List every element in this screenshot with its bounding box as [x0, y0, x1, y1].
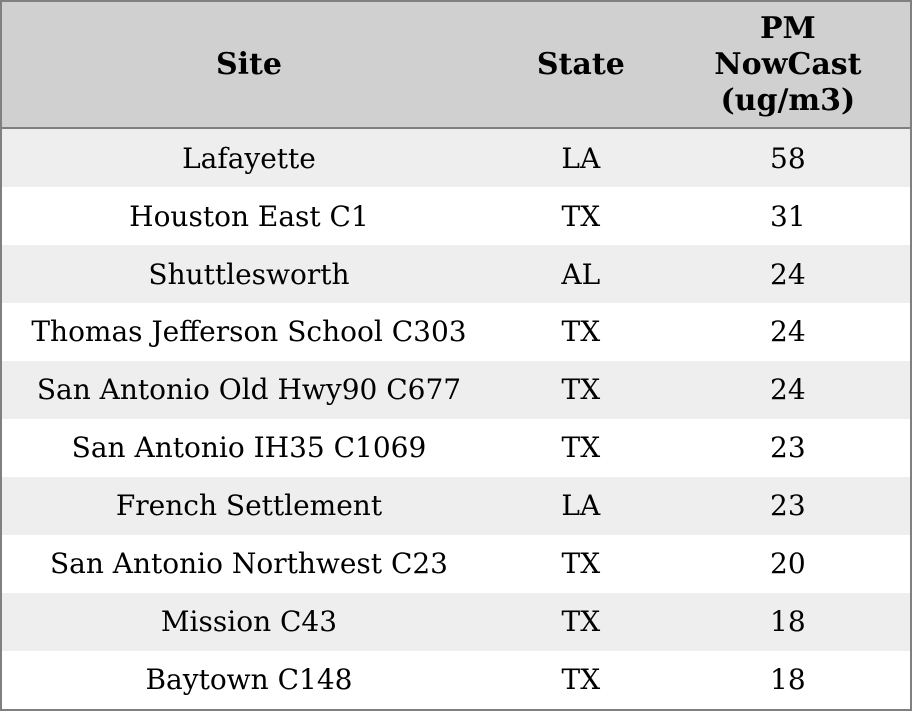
- pm-nowcast-cell: 31: [665, 187, 910, 246]
- state-cell: TX: [495, 592, 666, 651]
- pm-nowcast-cell: 24: [665, 245, 910, 303]
- state-cell: TX: [495, 187, 666, 246]
- table-body: Lafayette LA 58 Houston East C1 TX 31 Sh…: [2, 128, 910, 709]
- state-cell: TX: [495, 534, 666, 593]
- pm-nowcast-cell: 24: [665, 303, 910, 361]
- column-header-site: Site: [2, 2, 496, 129]
- pm-nowcast-cell: 58: [665, 128, 910, 188]
- table-row: Shuttlesworth AL 24: [2, 245, 910, 303]
- column-header-pm-nowcast: PM NowCast (ug/m3): [665, 2, 910, 129]
- site-cell: Shuttlesworth: [2, 245, 496, 303]
- table-row: Mission C43 TX 18: [2, 592, 910, 651]
- site-cell: Mission C43: [2, 592, 496, 651]
- table-row: French Settlement LA 23: [2, 476, 910, 535]
- table-row: Baytown C148 TX 18: [2, 650, 910, 709]
- state-cell: TX: [495, 418, 666, 477]
- table-header: Site State PM NowCast (ug/m3): [2, 2, 910, 129]
- column-header-state: State: [495, 2, 666, 129]
- table-row: San Antonio Northwest C23 TX 20: [2, 534, 910, 593]
- site-cell: French Settlement: [2, 476, 496, 535]
- site-cell: Baytown C148: [2, 650, 496, 709]
- state-cell: AL: [495, 245, 666, 303]
- header-row: Site State PM NowCast (ug/m3): [2, 2, 910, 129]
- site-cell: Thomas Jefferson School C303: [2, 303, 496, 361]
- state-cell: TX: [495, 650, 666, 709]
- pm-nowcast-cell: 18: [665, 592, 910, 651]
- site-cell: San Antonio Old Hwy90 C677: [2, 360, 496, 419]
- site-cell: Lafayette: [2, 128, 496, 188]
- table-row: Houston East C1 TX 31: [2, 187, 910, 246]
- table-row: San Antonio IH35 C1069 TX 23: [2, 418, 910, 477]
- table-row: Thomas Jefferson School C303 TX 24: [2, 303, 910, 361]
- state-cell: TX: [495, 303, 666, 361]
- site-cell: San Antonio Northwest C23: [2, 534, 496, 593]
- state-cell: TX: [495, 360, 666, 419]
- table-row: San Antonio Old Hwy90 C677 TX 24: [2, 360, 910, 419]
- state-cell: LA: [495, 476, 666, 535]
- pm-nowcast-cell: 20: [665, 534, 910, 593]
- pm-nowcast-cell: 23: [665, 476, 910, 535]
- site-cell: San Antonio IH35 C1069: [2, 418, 496, 477]
- site-cell: Houston East C1: [2, 187, 496, 246]
- pm-nowcast-cell: 18: [665, 650, 910, 709]
- pm-nowcast-cell: 23: [665, 418, 910, 477]
- pm-nowcast-cell: 24: [665, 360, 910, 419]
- table-row: Lafayette LA 58: [2, 128, 910, 188]
- state-cell: LA: [495, 128, 666, 188]
